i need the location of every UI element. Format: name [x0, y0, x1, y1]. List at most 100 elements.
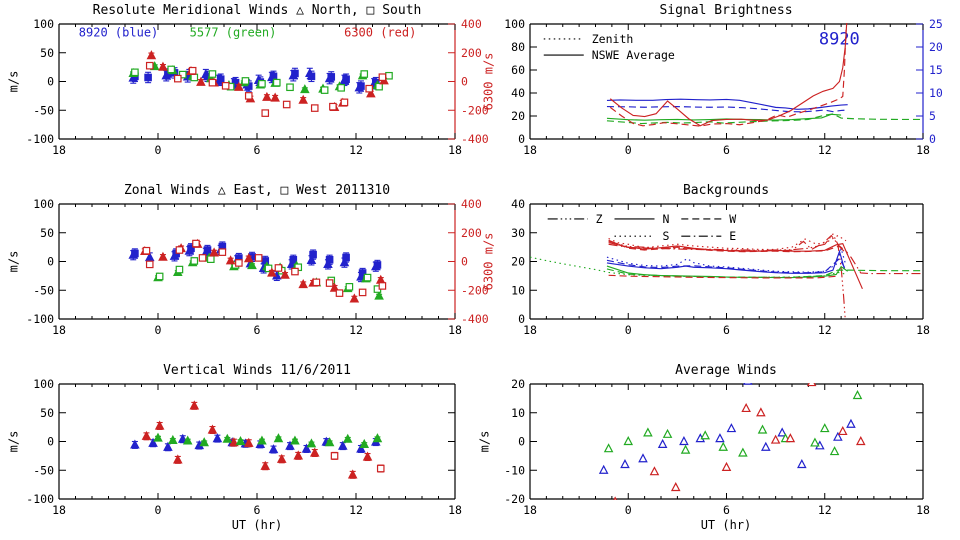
- svg-text:8920: 8920: [819, 30, 860, 50]
- plot-series: [606, 23, 923, 127]
- svg-text:10: 10: [511, 406, 525, 420]
- series-8920-average: [598, 383, 856, 474]
- panel-title-meridional: Resolute Meridional Winds △ North, □ Sou…: [93, 3, 422, 18]
- svg-text:20: 20: [929, 40, 943, 54]
- svg-text:-10: -10: [504, 463, 525, 477]
- y-axis-label-meridional: m/s: [7, 71, 21, 93]
- series-6300-vertical: [141, 400, 373, 479]
- panel-title-signal-brightness: Signal Brightness: [659, 3, 792, 18]
- svg-text:18: 18: [523, 323, 537, 337]
- series-8920-zenith: [606, 105, 848, 113]
- right-axis-label-zonal: 6300 m/s: [482, 233, 496, 291]
- svg-text:-200: -200: [461, 103, 489, 117]
- svg-text:6: 6: [254, 143, 261, 157]
- svg-text:20: 20: [511, 109, 525, 123]
- svg-text:100: 100: [33, 377, 54, 391]
- svg-text:8920 (blue): 8920 (blue): [79, 26, 158, 40]
- svg-text:0: 0: [461, 75, 468, 89]
- svg-text:6: 6: [254, 323, 261, 337]
- plot-series: [128, 238, 387, 303]
- series-6300-south: [145, 61, 387, 117]
- svg-text:-100: -100: [26, 492, 54, 506]
- svg-text:12: 12: [349, 143, 363, 157]
- svg-text:10: 10: [511, 283, 525, 297]
- svg-text:12: 12: [818, 323, 832, 337]
- svg-text:5: 5: [929, 109, 936, 123]
- svg-text:18: 18: [52, 143, 66, 157]
- svg-text:6300 (red): 6300 (red): [344, 26, 416, 40]
- svg-text:N: N: [662, 212, 669, 226]
- x-axis-label-left: UT (hr): [232, 518, 283, 532]
- series-6300-vertical-open: [330, 451, 385, 473]
- svg-text:NSWE Average: NSWE Average: [592, 48, 675, 62]
- svg-text:-100: -100: [26, 312, 54, 326]
- svg-text:0: 0: [155, 323, 162, 337]
- svg-text:0: 0: [929, 132, 936, 146]
- series-6300-low-flat: [608, 274, 838, 279]
- svg-text:-200: -200: [461, 283, 489, 297]
- svg-text:0: 0: [461, 255, 468, 269]
- panel-meridional-winds: Resolute Meridional Winds △ North, □ Sou…: [7, 3, 496, 157]
- plot-series: [130, 400, 385, 479]
- panel-title-backgrounds: Backgrounds: [683, 183, 769, 198]
- svg-text:15: 15: [929, 63, 943, 77]
- svg-text:40: 40: [511, 86, 525, 100]
- svg-text:400: 400: [461, 17, 482, 31]
- svg-text:18: 18: [448, 503, 462, 517]
- panel-title-zonal: Zonal Winds △ East, □ West 2011310: [124, 183, 390, 198]
- svg-text:50: 50: [40, 46, 54, 60]
- svg-text:100: 100: [504, 17, 525, 31]
- svg-text:Zenith: Zenith: [592, 32, 634, 46]
- svg-text:18: 18: [916, 323, 930, 337]
- svg-text:40: 40: [511, 197, 525, 211]
- series-5577-south: [131, 65, 393, 94]
- annotation: 6300 (red): [344, 26, 416, 40]
- svg-text:200: 200: [461, 226, 482, 240]
- series-5577-vertical: [153, 432, 383, 448]
- svg-text:-50: -50: [33, 283, 54, 297]
- panel-zonal-winds: Zonal Winds △ East, □ West 2011310 m/s 6…: [7, 183, 496, 337]
- svg-text:18: 18: [916, 143, 930, 157]
- y-axis-label-vertical: m/s: [7, 431, 21, 453]
- svg-text:200: 200: [461, 46, 482, 60]
- svg-text:-50: -50: [33, 103, 54, 117]
- svg-text:30: 30: [511, 226, 525, 240]
- svg-text:100: 100: [33, 197, 54, 211]
- svg-text:5577 (green): 5577 (green): [190, 26, 277, 40]
- svg-text:S: S: [662, 229, 669, 243]
- series-6300-west: [142, 239, 387, 297]
- svg-text:12: 12: [818, 503, 832, 517]
- svg-text:6: 6: [723, 503, 730, 517]
- series-8920-nswe-avg: [606, 98, 848, 110]
- svg-text:E: E: [729, 229, 736, 243]
- svg-text:0: 0: [155, 503, 162, 517]
- svg-text:12: 12: [349, 323, 363, 337]
- svg-text:6: 6: [723, 143, 730, 157]
- svg-text:0: 0: [625, 143, 632, 157]
- svg-text:10: 10: [929, 86, 943, 100]
- svg-text:0: 0: [47, 75, 54, 89]
- svg-text:80: 80: [511, 40, 525, 54]
- panel-title-average: Average Winds: [675, 363, 777, 378]
- svg-text:-50: -50: [33, 463, 54, 477]
- svg-text:Z: Z: [596, 212, 603, 226]
- series-6300-z: [608, 233, 846, 320]
- series-5577-pre-dusk: [530, 256, 847, 278]
- svg-text:60: 60: [511, 63, 525, 77]
- y-axis-label-average: m/s: [478, 431, 492, 453]
- svg-text:0: 0: [47, 435, 54, 449]
- svg-text:18: 18: [916, 503, 930, 517]
- svg-text:18: 18: [448, 143, 462, 157]
- svg-text:50: 50: [40, 226, 54, 240]
- svg-text:0: 0: [47, 255, 54, 269]
- y-axis-label-zonal: m/s: [7, 251, 21, 273]
- svg-text:50: 50: [40, 406, 54, 420]
- svg-text:20: 20: [511, 377, 525, 391]
